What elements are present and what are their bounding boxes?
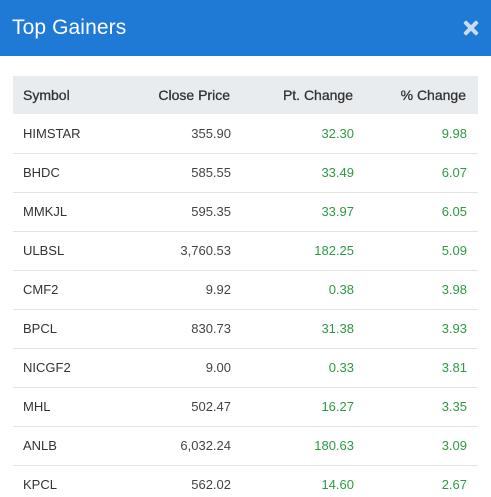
- close-price-cell: 3,760.53: [180, 243, 231, 258]
- gainers-table: Symbol Close Price Pt. Change % Change H…: [13, 76, 478, 497]
- pt-change-cell: 33.49: [321, 165, 354, 180]
- symbol-cell: KPCL: [23, 477, 57, 492]
- symbol-cell: ULBSL: [23, 243, 65, 258]
- close-price-cell: 562.02: [191, 477, 231, 492]
- table-header: Symbol Close Price Pt. Change % Change: [13, 76, 478, 114]
- table-body: HIMSTAR 355.90 32.30 9.98 BHDC 585.55 33.49 6.0…: [13, 114, 478, 497]
- symbol-cell: ANLB: [23, 438, 57, 453]
- close-price-cell: 6,032.24: [180, 438, 231, 453]
- symbol-cell: MMKJL: [23, 204, 68, 219]
- symbol-cell: MHL: [23, 399, 51, 414]
- symbol-cell: CMF2: [23, 282, 59, 297]
- pct-change-cell: 2.67: [441, 477, 467, 492]
- pt-change-cell: 32.30: [321, 125, 354, 141]
- pt-change-cell: 182.25: [314, 243, 354, 258]
- close-price-cell: 502.47: [191, 399, 231, 414]
- table-row[interactable]: KPCL 562.02 14.60 2.67: [13, 465, 478, 497]
- pct-change-cell: 9.98: [441, 125, 467, 141]
- pt-change-cell: 180.63: [314, 438, 354, 453]
- pt-change-cell: 14.60: [321, 477, 354, 492]
- close-price-cell: 830.73: [191, 321, 231, 336]
- symbol-cell: BHDC: [23, 165, 60, 180]
- close-icon[interactable]: [462, 19, 480, 37]
- column-header-symbol[interactable]: Symbol: [23, 87, 70, 103]
- table-row[interactable]: BHDC 585.55 33.49 6.07: [13, 153, 478, 192]
- table-row[interactable]: NICGF2 9.00 0.33 3.81: [13, 348, 478, 387]
- pct-change-cell: 3.93: [441, 321, 467, 336]
- close-price-cell: 9.00: [205, 360, 231, 375]
- pct-change-cell: 3.81: [441, 360, 467, 375]
- pct-change-cell: 3.35: [441, 399, 467, 414]
- column-header-pt-change[interactable]: Pt. Change: [282, 87, 353, 103]
- table-row[interactable]: CMF2 9.92 0.38 3.98: [13, 270, 478, 309]
- pct-change-cell: 3.98: [441, 282, 467, 297]
- pt-change-cell: 16.27: [321, 399, 354, 414]
- pct-change-cell: 6.05: [441, 204, 467, 219]
- column-header-pct-change[interactable]: % Change: [400, 87, 466, 103]
- symbol-cell: HIMSTAR: [23, 125, 81, 141]
- close-price-cell: 355.90: [191, 125, 231, 141]
- table-row[interactable]: ULBSL 3,760.53 182.25 5.09: [13, 231, 478, 270]
- table-row[interactable]: BPCL 830.73 31.38 3.93: [13, 309, 478, 348]
- table-row[interactable]: HIMSTAR 355.90 32.30 9.98: [13, 114, 478, 153]
- pt-change-cell: 33.97: [321, 204, 354, 219]
- close-price-cell: 595.35: [191, 204, 231, 219]
- dialog-title: Top Gainers: [12, 16, 127, 39]
- dialog-header: Top Gainers: [0, 0, 491, 56]
- pct-change-cell: 6.07: [441, 165, 467, 180]
- gainers-table-container: Symbol Close Price Pt. Change % Change H…: [13, 76, 478, 497]
- table-row[interactable]: ANLB 6,032.24 180.63 3.09: [13, 426, 478, 465]
- pt-change-cell: 0.33: [328, 360, 354, 375]
- pct-change-cell: 3.09: [441, 438, 467, 453]
- close-price-cell: 585.55: [191, 165, 231, 180]
- table-row[interactable]: MHL 502.47 16.27 3.35: [13, 387, 478, 426]
- header-row: Symbol Close Price Pt. Change % Change: [13, 76, 478, 114]
- table-row[interactable]: MMKJL 595.35 33.97 6.05: [13, 192, 478, 231]
- symbol-cell: NICGF2: [23, 360, 71, 375]
- close-price-cell: 9.92: [205, 282, 231, 297]
- column-header-close-price[interactable]: Close Price: [158, 87, 230, 103]
- pct-change-cell: 5.09: [441, 243, 467, 258]
- symbol-cell: BPCL: [23, 321, 57, 336]
- pt-change-cell: 31.38: [321, 321, 354, 336]
- pt-change-cell: 0.38: [328, 282, 354, 297]
